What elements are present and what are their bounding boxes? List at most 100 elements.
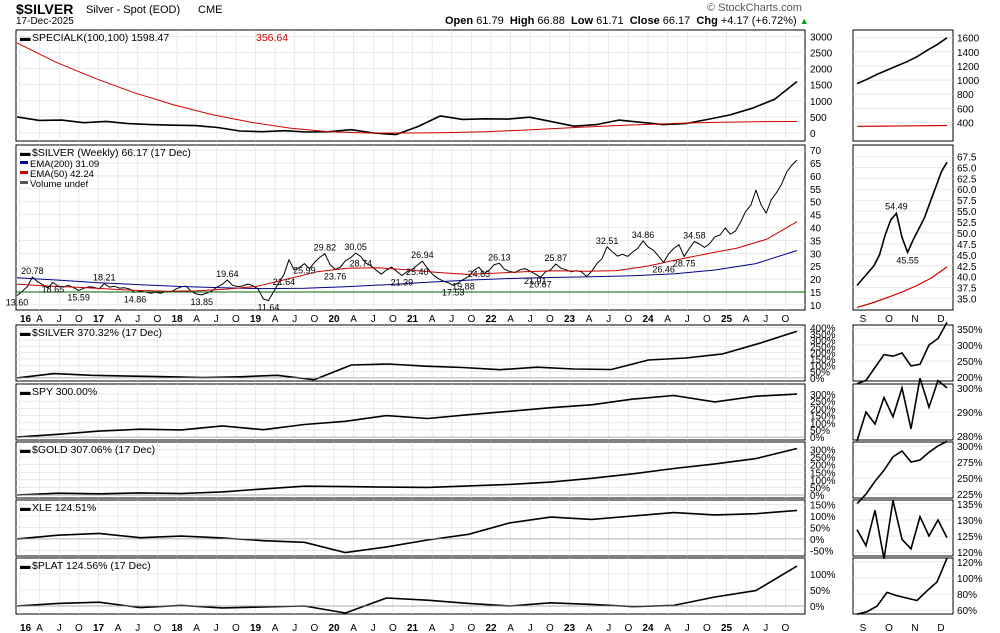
x-tick-label: O — [781, 314, 789, 325]
side-panel-frame-price — [852, 144, 954, 311]
side-y-tick-label: 130% — [957, 516, 983, 527]
side-y-tick-label: 120% — [957, 548, 983, 559]
y-tick-label: 0% — [810, 491, 825, 502]
x-tick-label: O — [75, 314, 83, 325]
y-tick-label: 250% — [810, 397, 836, 408]
y-tick-label: 0% — [810, 374, 825, 385]
side-series-line-price — [856, 161, 948, 287]
x-tick-label: O — [703, 314, 711, 325]
x-tick-label: O — [310, 314, 318, 325]
y-tick-label: 70 — [810, 146, 822, 157]
x-tick-label: O — [153, 623, 161, 633]
x-tick-label: O — [153, 314, 161, 325]
side-series-line-perf_xle — [856, 500, 948, 559]
x-tick-label: 22 — [485, 623, 497, 633]
x-tick-label: O — [232, 314, 240, 325]
x-tick-label: 23 — [564, 623, 576, 633]
side-y-tick-label: 200% — [957, 373, 983, 384]
open-value: 61.79 — [476, 15, 504, 27]
y-tick-label: 20 — [810, 275, 822, 286]
symbol-title: $SILVER — [16, 1, 74, 17]
series-line-xle — [16, 509, 798, 554]
x-tick-label: A — [664, 314, 671, 325]
y-tick-label: 35 — [810, 236, 822, 247]
y-tick-label: 60 — [810, 172, 822, 183]
side-series-line-perf_spy — [856, 377, 948, 442]
x-tick-label: A — [743, 314, 750, 325]
y-tick-label: 0% — [810, 535, 825, 546]
x-tick-label: O — [389, 623, 397, 633]
side-y-tick-label: 250% — [957, 474, 983, 485]
price-annotation: 19.64 — [216, 269, 239, 279]
low-label: Low — [571, 15, 594, 27]
y-tick-label: 15 — [810, 288, 822, 299]
side-y-tick-label: 1400 — [957, 48, 980, 59]
y-tick-label: 100% — [810, 476, 836, 487]
price-annotation: 21.64 — [273, 277, 296, 287]
price-annotation: 20.78 — [21, 266, 44, 276]
x-tick-label: 19 — [250, 623, 262, 633]
y-tick-label: 50% — [810, 523, 830, 534]
x-tick-label: O — [467, 623, 475, 633]
series-line-ema-200- — [16, 250, 798, 290]
side-panel-frame-perf_gold — [852, 441, 954, 499]
perf-legend-icon: ▬ — [20, 386, 31, 398]
chg-label: Chg — [696, 15, 718, 27]
up-arrow-icon: ▲ — [799, 16, 809, 26]
y-tick-label: 100% — [810, 419, 836, 430]
perf-title-perf_plat: $PLAT 124.56% (17 Dec) — [32, 560, 151, 572]
x-tick-label: O — [232, 623, 240, 633]
y-tick-label: 40 — [810, 224, 822, 235]
side-panel-frame-perf_silver — [852, 324, 954, 382]
side-x-tick-label: N — [911, 314, 918, 325]
series-line-spy — [16, 393, 798, 438]
y-tick-label: 100% — [810, 361, 836, 372]
x-tick-label: J — [135, 314, 140, 325]
price-annotation: 30.05 — [344, 242, 367, 252]
x-tick-label: J — [292, 623, 297, 633]
side-y-tick-label: 1000 — [957, 76, 980, 87]
x-tick-label: O — [624, 314, 632, 325]
x-tick-label: A — [193, 314, 200, 325]
side-series-line-perf_gold — [856, 440, 948, 505]
specialk-signal-value: 356.64 — [256, 32, 288, 44]
x-tick-label: J — [449, 623, 454, 633]
price-title: $SILVER (Weekly) 66.17 (17 Dec) — [32, 147, 191, 159]
perf-title-perf_silver: $SILVER 370.32% (17 Dec) — [32, 327, 162, 339]
legend-swatch — [20, 181, 28, 184]
price-annotation: 26.94 — [411, 250, 434, 260]
x-tick-label: J — [292, 314, 297, 325]
price-annotation: 26.13 — [488, 252, 511, 262]
side-y-tick-label: 55.0 — [957, 207, 977, 218]
x-tick-label: A — [272, 623, 279, 633]
x-tick-label: 21 — [407, 623, 419, 633]
side-y-tick-label: 300% — [957, 442, 983, 453]
perf-title-perf_gold: $GOLD 307.06% (17 Dec) — [32, 444, 155, 456]
side-ema50-line — [856, 266, 948, 308]
y-tick-label: 150% — [810, 501, 836, 512]
x-tick-label: O — [703, 623, 711, 633]
x-tick-label: 16 — [20, 623, 32, 633]
side-x-tick-label: D — [937, 314, 944, 325]
x-tick-label: 24 — [642, 314, 654, 325]
x-tick-label: A — [350, 314, 357, 325]
side-y-tick-label: 40.0 — [957, 273, 977, 284]
side-y-tick-label: 60.0 — [957, 185, 977, 196]
side-y-tick-label: 37.5 — [957, 284, 977, 295]
y-tick-label: 300% — [810, 446, 836, 457]
panel-frame-perf_plat — [15, 557, 806, 615]
y-tick-label: 30 — [810, 249, 822, 260]
price-annotation: 20.67 — [529, 279, 552, 289]
perf-title-perf_spy: SPY 300.00% — [32, 386, 97, 398]
x-tick-label: J — [606, 314, 611, 325]
series-line--silver — [16, 330, 798, 381]
x-tick-label: 20 — [328, 314, 340, 325]
price-annotation: 25.87 — [545, 253, 568, 263]
side-y-tick-label: 67.5 — [957, 152, 977, 163]
x-tick-label: 20 — [328, 623, 340, 633]
side-y-tick-label: 1600 — [957, 34, 980, 45]
side-y-tick-label: 300% — [957, 384, 983, 395]
side-y-tick-label: 65.0 — [957, 163, 977, 174]
price-annotation: 14.86 — [124, 294, 147, 304]
